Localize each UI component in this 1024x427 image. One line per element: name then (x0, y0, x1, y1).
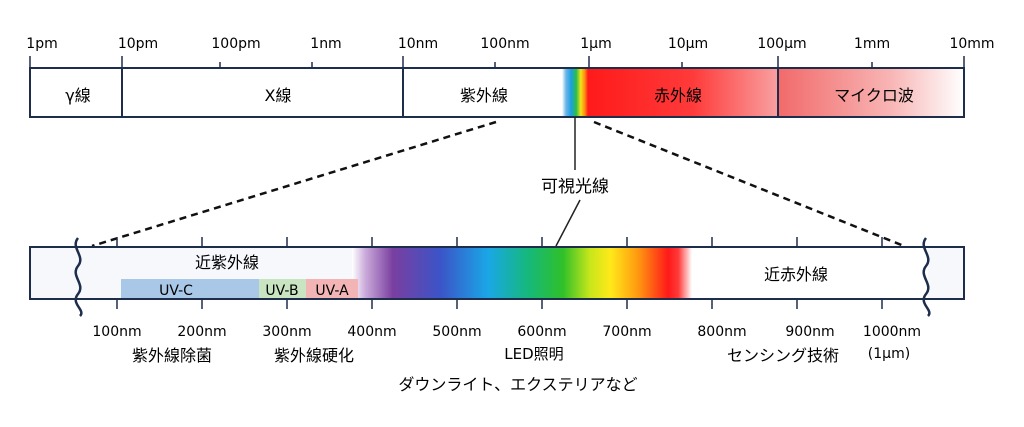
bottom-near-ir-band (692, 247, 928, 299)
bottom-bar-frame (29, 246, 965, 300)
bottom-tick-label: 500nm (432, 324, 481, 340)
zoom-line-right (593, 120, 905, 248)
uvb-band (259, 279, 306, 298)
bottom-tick-label: 700nm (602, 324, 651, 340)
top-tick-label: 100μm (757, 36, 806, 52)
ultraviolet-label: 紫外線 (460, 86, 508, 105)
top-tick-label: 1nm (310, 36, 341, 52)
bottom-tick-label: 400nm (347, 324, 396, 340)
bottom-tick-marks-top (116, 237, 883, 247)
near-uv-label: 近紫外線 (195, 253, 259, 272)
bottom-tick-label: 1000nm (863, 324, 921, 340)
top-scale: 1pm 10pm 100pm 1nm 10nm 100nm 1μm 10μm 1… (26, 36, 995, 118)
top-tick-label: 10mm (949, 36, 994, 52)
bottom-tick-label: 800nm (697, 324, 746, 340)
xray-label: X線 (265, 86, 292, 105)
bottom-visible-band (352, 247, 692, 299)
uvc-label: UV-C (159, 283, 193, 299)
zoom-connectors (91, 120, 905, 248)
break-marker-left (74, 237, 83, 317)
zoom-line-left (91, 120, 497, 248)
top-tick-label: 10nm (398, 36, 438, 52)
near-ir-label: 近赤外線 (764, 265, 828, 284)
bottom-tick-label: 600nm (517, 324, 566, 340)
bottom-tick-label: 100nm (92, 324, 141, 340)
bottom-tick-label: 200nm (177, 324, 226, 340)
top-microwave-band (778, 68, 964, 117)
sensing-technology-label: センシング技術 (727, 346, 839, 365)
applications: 紫外線除菌 紫外線硬化 LED照明 ダウンライト、エクステリアなど センシング技… (132, 345, 839, 394)
top-tick-label: 10μm (668, 36, 708, 52)
visible-light-pointer-bottom (555, 199, 581, 247)
uva-label: UV-A (315, 283, 349, 299)
top-tick-label: 100nm (480, 36, 529, 52)
downlight-exterior-label: ダウンライト、エクステリアなど (398, 375, 637, 394)
bottom-scale: UV-C UV-B UV-A (29, 237, 965, 362)
top-visible-band (562, 68, 588, 117)
top-tick-label: 1pm (26, 36, 57, 52)
bottom-tick-sublabel: (1μm) (868, 346, 910, 362)
top-bar-frame (29, 67, 965, 118)
visible-light-label: 可視光線 (541, 177, 609, 197)
uva-band (306, 279, 358, 298)
bottom-tick-label: 900nm (785, 324, 834, 340)
infrared-label: 赤外線 (654, 86, 702, 105)
break-marker-right (922, 237, 931, 317)
uvb-label: UV-B (265, 283, 298, 299)
uvc-band (121, 279, 259, 298)
top-infrared-band (588, 68, 778, 117)
uv-sterilization-label: 紫外線除菌 (132, 346, 212, 365)
bottom-tick-marks-bottom (116, 299, 883, 309)
top-tick-marks (29, 56, 965, 68)
top-tick-label: 1mm (854, 36, 890, 52)
bottom-tick-label: 300nm (262, 324, 311, 340)
top-tick-label: 100pm (211, 36, 260, 52)
top-tick-label: 10pm (118, 36, 158, 52)
microwave-label: マイクロ波 (834, 86, 914, 105)
top-tick-label: 1μm (580, 36, 611, 52)
uv-curing-label: 紫外線硬化 (274, 346, 354, 365)
led-lighting-label: LED照明 (504, 345, 563, 363)
gamma-ray-label: γ線 (65, 86, 90, 105)
